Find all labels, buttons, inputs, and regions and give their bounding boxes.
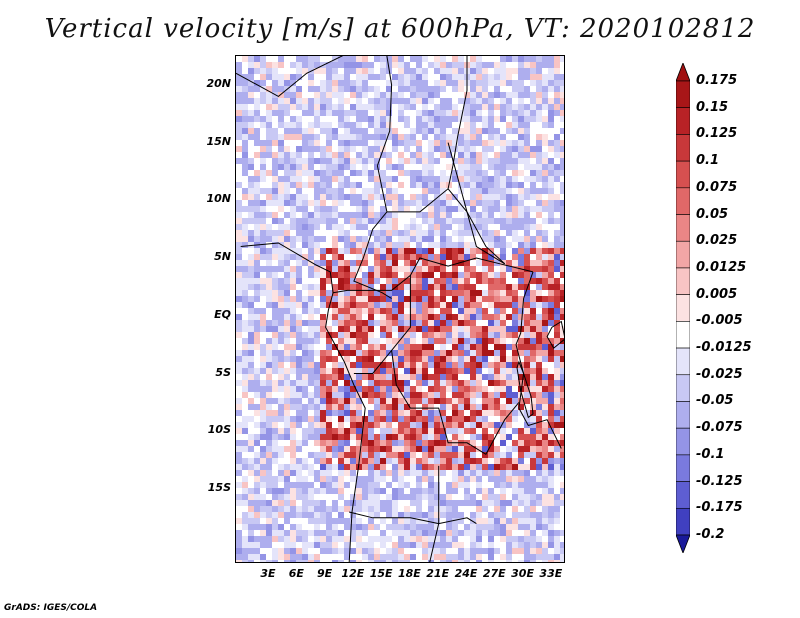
lat-label-10s: 10S	[207, 423, 231, 437]
colorbar-label-13: -0.075	[696, 420, 743, 436]
boundary-line-3	[386, 188, 506, 265]
lon-label-24e: 24E	[454, 567, 478, 580]
colorbar-label-15: -0.125	[696, 473, 743, 489]
colorbar-label-12: -0.05	[696, 393, 734, 409]
lat-label-10n: 10N	[206, 192, 231, 206]
colorbar-bottom-arrow	[676, 534, 690, 553]
boundary-line-5	[376, 56, 393, 166]
lat-label-15s: 15S	[207, 480, 231, 494]
colorbar-box-9	[676, 321, 690, 349]
colorbar-box-3	[676, 160, 690, 189]
colorbar-label-9: -0.005	[696, 313, 743, 329]
boundary-line-9	[348, 511, 477, 525]
colorbar-box-7	[676, 267, 690, 295]
lat-label-20n: 20N	[206, 76, 231, 90]
colorbar-label-17: -0.2	[696, 527, 725, 542]
lon-label-12e: 12E	[341, 567, 365, 580]
colorbar-label-4: 0.075	[696, 179, 738, 195]
colorbar-box-12	[676, 401, 690, 429]
lon-label-21e: 21E	[426, 567, 450, 580]
colorbar-box-8	[676, 294, 690, 322]
colorbar-top-arrow	[676, 63, 690, 82]
vertical-velocity-field	[236, 56, 564, 562]
lon-label-18e: 18E	[398, 567, 421, 580]
boundary-line-12	[447, 142, 505, 265]
colorbar-label-16: -0.175	[696, 500, 743, 516]
boundary-line-6	[447, 56, 468, 189]
colorbar-label-11: -0.025	[696, 366, 743, 382]
colorbar-label-3: 0.1	[696, 153, 720, 169]
lon-label-27e: 27E	[482, 567, 506, 580]
lon-label-33e: 33E	[539, 567, 563, 580]
colorbar-label-6: 0.025	[696, 233, 738, 249]
lon-label-15e: 15E	[369, 567, 393, 580]
boundary-line-13	[353, 275, 411, 374]
colorbar-label-7: 0.0125	[696, 259, 747, 275]
lake-outline-0	[546, 320, 564, 349]
colorbar-label-1: 0.15	[696, 99, 729, 115]
colorbar-box-11	[676, 374, 690, 402]
boundary-line-4	[236, 56, 344, 97]
colorbar-box-14	[676, 454, 690, 482]
lon-label-3e: 3E	[260, 567, 276, 580]
boundary-line-10	[515, 344, 562, 449]
colorbar	[676, 63, 690, 553]
colorbar-box-4	[676, 187, 690, 215]
lat-label-5s: 5S	[215, 365, 231, 379]
colorbar-label-10: -0.0125	[696, 340, 752, 356]
lon-label-6e: 6E	[288, 567, 304, 580]
boundary-line-0	[240, 242, 366, 562]
lat-label-5n: 5N	[214, 250, 231, 264]
colorbar-box-2	[676, 134, 690, 162]
colorbar-box-6	[676, 240, 690, 269]
colorbar-box-15	[676, 481, 690, 509]
colorbar-label-8: 0.005	[696, 286, 738, 302]
lake-outline-1	[516, 360, 534, 419]
colorbar-box-0	[676, 80, 690, 109]
colorbar-box-1	[676, 107, 690, 135]
chart-title: Vertical velocity [m/s] at 600hPa, VT: 2…	[44, 14, 756, 44]
boundary-line-1	[333, 257, 534, 294]
colorbar-box-5	[676, 214, 690, 242]
lat-label-eq: EQ	[214, 307, 231, 321]
colorbar-label-2: 0.125	[696, 126, 738, 142]
map-panel	[235, 55, 565, 563]
lat-label-15n: 15N	[206, 134, 231, 148]
colorbar-box-10	[676, 347, 690, 376]
grads-credit: GrADS: IGES/COLA	[4, 603, 98, 613]
boundary-line-11	[515, 271, 534, 345]
lon-label-30e: 30E	[511, 567, 534, 580]
lon-label-9e: 9E	[316, 567, 333, 580]
colorbar-label-14: -0.1	[696, 446, 725, 462]
colorbar-label-0: 0.175	[696, 73, 738, 88]
colorbar-box-13	[676, 427, 690, 456]
colorbar-label-5: 0.05	[696, 206, 729, 222]
colorbar-box-16	[676, 507, 690, 536]
boundary-line-7	[391, 350, 520, 456]
